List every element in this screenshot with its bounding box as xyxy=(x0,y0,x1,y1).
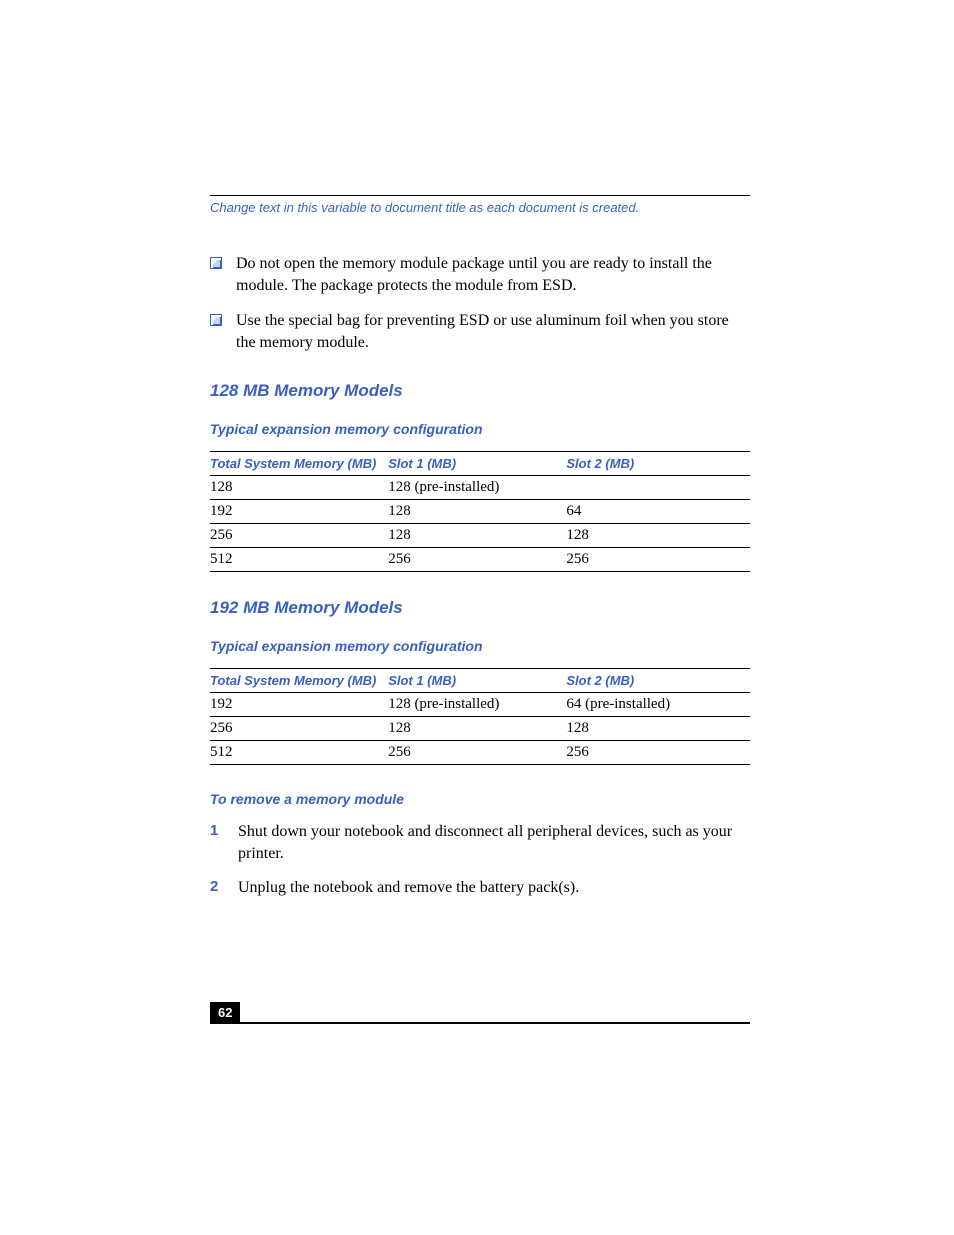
table-row: 192 128 (pre-installed) 64 (pre-installe… xyxy=(210,693,750,717)
esd-notes-list: Do not open the memory module package un… xyxy=(210,253,750,353)
page-content: Change text in this variable to document… xyxy=(210,195,750,910)
section-heading-128mb: 128 MB Memory Models xyxy=(210,381,750,401)
table-row: 128 128 (pre-installed) xyxy=(210,476,750,500)
cell: 128 xyxy=(566,717,750,741)
step-number: 2 xyxy=(210,877,224,899)
step-item: 1 Shut down your notebook and disconnect… xyxy=(210,821,750,864)
cell: 256 xyxy=(210,717,388,741)
cell: 128 xyxy=(566,524,750,548)
list-item: Use the special bag for preventing ESD o… xyxy=(210,310,750,353)
cell: 128 (pre-installed) xyxy=(388,693,566,717)
cell: 256 xyxy=(566,548,750,572)
table-row: 256 128 128 xyxy=(210,717,750,741)
cell: 512 xyxy=(210,548,388,572)
cell: 128 xyxy=(388,500,566,524)
col-header-slot2: Slot 2 (MB) xyxy=(566,452,750,476)
cell: 64 (pre-installed) xyxy=(566,693,750,717)
list-item-text: Use the special bag for preventing ESD o… xyxy=(236,310,750,353)
table-title: Typical expansion memory configuration xyxy=(210,421,750,437)
col-header-total: Total System Memory (MB) xyxy=(210,452,388,476)
subsection-heading-remove: To remove a memory module xyxy=(210,791,750,807)
table-title: Typical expansion memory configuration xyxy=(210,638,750,654)
col-header-slot1: Slot 1 (MB) xyxy=(388,669,566,693)
table-row: 192 128 64 xyxy=(210,500,750,524)
cell xyxy=(566,476,750,500)
bullet-icon xyxy=(210,257,222,269)
cell: 256 xyxy=(388,548,566,572)
cell: 64 xyxy=(566,500,750,524)
cell: 128 (pre-installed) xyxy=(388,476,566,500)
cell: 256 xyxy=(566,741,750,765)
page-footer: 62 xyxy=(210,1002,750,1024)
step-text: Shut down your notebook and disconnect a… xyxy=(238,821,750,864)
memory-config-table-128: Total System Memory (MB) Slot 1 (MB) Slo… xyxy=(210,451,750,572)
table-row: 512 256 256 xyxy=(210,741,750,765)
page-number: 62 xyxy=(210,1002,240,1023)
table-row: 512 256 256 xyxy=(210,548,750,572)
bullet-icon xyxy=(210,314,222,326)
cell: 256 xyxy=(210,524,388,548)
step-item: 2 Unplug the notebook and remove the bat… xyxy=(210,877,750,899)
cell: 192 xyxy=(210,500,388,524)
list-item: Do not open the memory module package un… xyxy=(210,253,750,296)
cell: 256 xyxy=(388,741,566,765)
cell: 128 xyxy=(388,717,566,741)
col-header-total: Total System Memory (MB) xyxy=(210,669,388,693)
cell: 192 xyxy=(210,693,388,717)
table-row: 256 128 128 xyxy=(210,524,750,548)
step-number: 1 xyxy=(210,821,224,864)
remove-steps-list: 1 Shut down your notebook and disconnect… xyxy=(210,821,750,898)
cell: 128 xyxy=(388,524,566,548)
col-header-slot1: Slot 1 (MB) xyxy=(388,452,566,476)
list-item-text: Do not open the memory module package un… xyxy=(236,253,750,296)
section-heading-192mb: 192 MB Memory Models xyxy=(210,598,750,618)
step-text: Unplug the notebook and remove the batte… xyxy=(238,877,579,899)
header-variable-text: Change text in this variable to document… xyxy=(210,200,750,215)
memory-config-table-192: Total System Memory (MB) Slot 1 (MB) Slo… xyxy=(210,668,750,765)
cell: 128 xyxy=(210,476,388,500)
col-header-slot2: Slot 2 (MB) xyxy=(566,669,750,693)
cell: 512 xyxy=(210,741,388,765)
footer-rule xyxy=(210,1022,750,1024)
header-rule xyxy=(210,195,750,196)
